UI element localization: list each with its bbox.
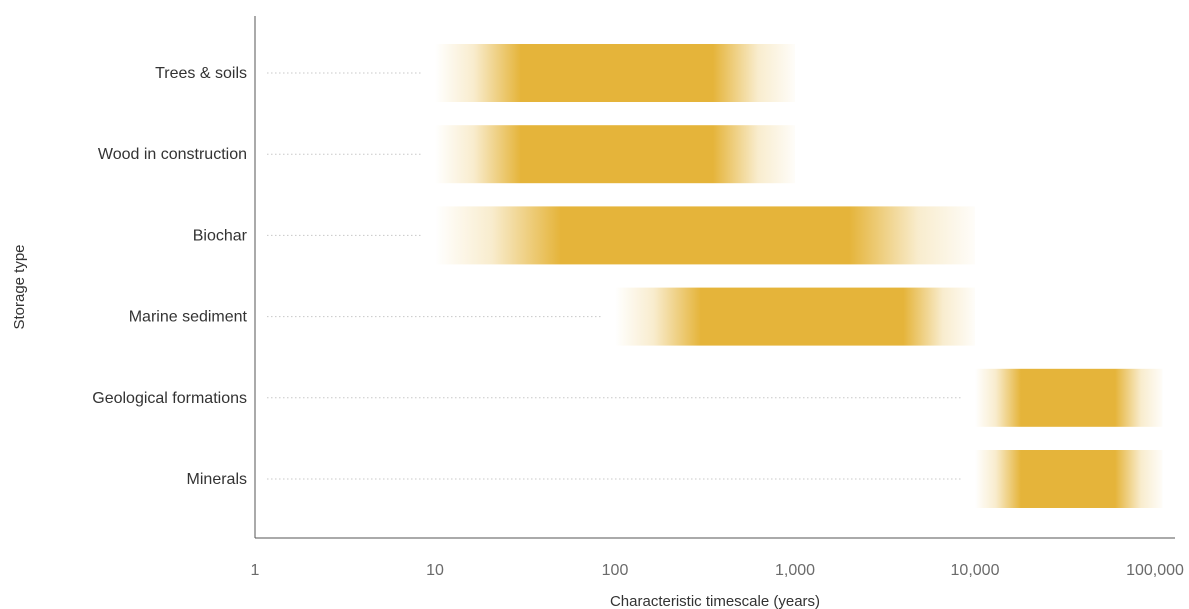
- category-label: Geological formations: [92, 390, 247, 407]
- x-tick-label: 1: [251, 562, 260, 579]
- x-axis-title: Characteristic timescale (years): [610, 593, 820, 609]
- category-label: Marine sediment: [129, 309, 248, 326]
- category-guide-lines: [267, 72, 961, 480]
- range-bar: [975, 450, 1163, 508]
- x-tick-labels: 1 10 100 1,000 10,000 100,000: [251, 562, 1184, 579]
- range-bar: [615, 287, 975, 346]
- x-tick-label: 100,000: [1126, 562, 1184, 579]
- category-label: Biochar: [193, 227, 248, 244]
- range-bars: [435, 44, 1163, 508]
- category-labels: Trees & soils Wood in construction Biochar…: [92, 65, 247, 488]
- category-label: Wood in construction: [98, 146, 247, 163]
- x-tick-label: 10: [426, 562, 444, 579]
- range-bar: [435, 44, 795, 102]
- range-bar: [975, 368, 1163, 427]
- range-bar: [435, 206, 975, 265]
- x-tick-label: 100: [602, 562, 629, 579]
- x-tick-label: 10,000: [951, 562, 1000, 579]
- category-label: Minerals: [187, 471, 247, 488]
- y-axis-title: Storage type: [11, 244, 28, 329]
- range-bar: [435, 125, 795, 184]
- x-tick-label: 1,000: [775, 562, 815, 579]
- category-label: Trees & soils: [155, 65, 247, 82]
